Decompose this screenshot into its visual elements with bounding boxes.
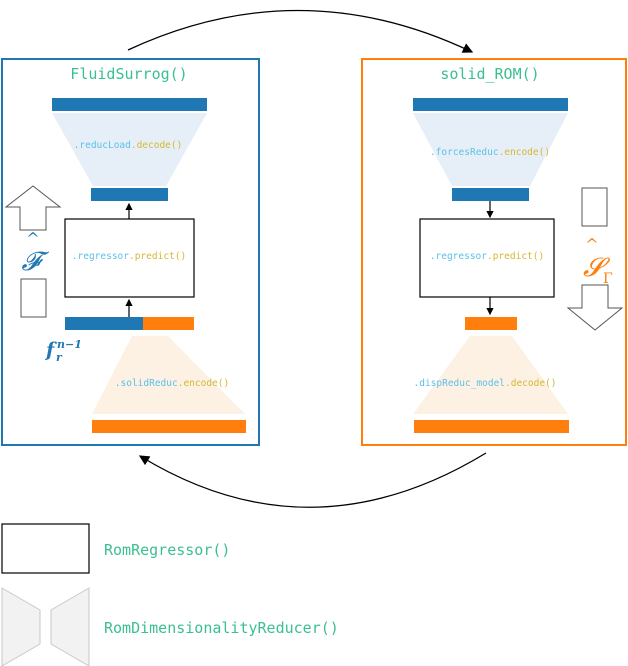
left-decoder-bottom-bar — [91, 188, 168, 201]
legend-reducer-left-trapezoid — [1, 587, 41, 666]
right-decoder-top-bar — [465, 317, 517, 330]
right-encoder-trapezoid — [413, 113, 568, 186]
top-coupling-arrow — [127, 9, 474, 53]
right-regressor-box — [419, 218, 555, 298]
left-regressor-box — [64, 218, 195, 298]
left-input-sup: n−1 — [57, 338, 82, 351]
right-encoder-label: .forcesReduc.encode() — [430, 147, 550, 158]
left-output-symbol: 𝓕 — [21, 247, 49, 277]
right-decoder-bottom-bar — [414, 420, 569, 433]
right-output-sub: Γ — [603, 271, 613, 287]
right-vector-box — [581, 187, 608, 227]
left-decoder-trapezoid — [52, 113, 207, 186]
left-encoder-label: .solidReduc.encode() — [115, 378, 229, 389]
left-regressor-label: .regressor.predict() — [72, 251, 186, 262]
left-input-bar-orange — [143, 317, 194, 330]
left-input-bar-blue — [65, 317, 143, 330]
left-input-sub: r — [56, 351, 63, 364]
right-regressor-label: .regressor.predict() — [430, 251, 544, 262]
legend-regressor-swatch — [1, 523, 90, 574]
left-vector-box — [20, 278, 47, 318]
right-module-frame — [361, 58, 627, 446]
left-module-title: FluidSurrog() — [70, 65, 187, 83]
left-decoder-label: .reducLoad.decode() — [74, 140, 183, 151]
left-up-arrow-icon — [4, 185, 62, 231]
left-output-hat-icon: ^ — [26, 229, 39, 248]
bottom-coupling-arrow — [138, 452, 487, 508]
legend-reducer-right-trapezoid — [50, 587, 90, 666]
right-decoder-label: .dispReduc_model.decode() — [414, 378, 557, 389]
left-input-symbol: f — [44, 339, 57, 361]
legend-reducer-label: RomDimensionalityReducer() — [104, 619, 339, 637]
right-encoder-bottom-bar — [452, 188, 529, 201]
right-module-title: solid_ROM() — [440, 65, 539, 83]
left-decoder-top-bar — [52, 98, 207, 111]
right-decoder-trapezoid — [413, 336, 568, 414]
left-encoder-trapezoid — [92, 336, 245, 414]
right-down-arrow-icon — [566, 284, 624, 331]
left-encoder-bottom-bar — [92, 420, 246, 433]
left-module-frame — [1, 58, 260, 446]
right-encoder-top-bar — [413, 98, 568, 111]
right-output-hat-icon: ^ — [585, 235, 598, 254]
legend-regressor-label: RomRegressor() — [104, 541, 230, 559]
